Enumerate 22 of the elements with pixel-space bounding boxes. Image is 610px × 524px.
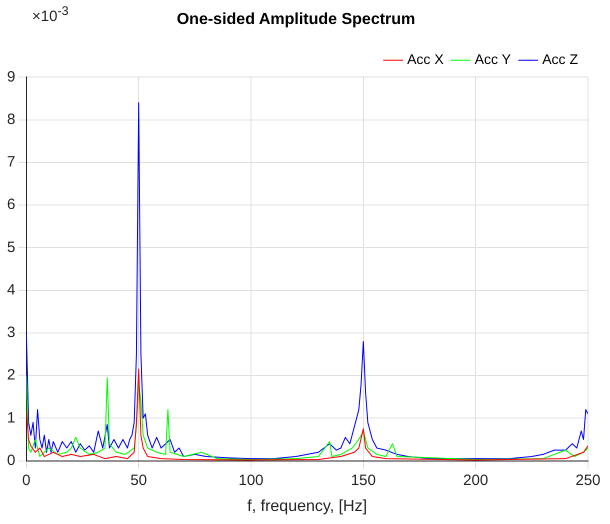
y-tick-label: 2 [7, 366, 16, 384]
y-tick-label: 9 [7, 68, 16, 86]
x-tick-label: 0 [22, 472, 31, 489]
legend-label: Acc Y [474, 51, 512, 68]
x-tick-label: 150 [350, 472, 376, 489]
y-tick-label: 0 [7, 452, 16, 469]
x-tick-label: 50 [130, 472, 148, 489]
x-tick-label: 250 [575, 472, 601, 489]
y-tick-label: 5 [7, 238, 16, 256]
x-tick-label: 100 [238, 472, 264, 489]
legend-label: Acc Z [542, 51, 578, 68]
x-tick-label: 200 [463, 472, 488, 489]
y-tick-label: 7 [7, 154, 16, 171]
y-tick-label: 8 [7, 110, 16, 128]
y-tick-label: 4 [7, 281, 16, 298]
y-tick-label: 3 [7, 324, 16, 342]
legend-label: Acc X [407, 51, 444, 68]
y-tick-label: 6 [7, 196, 16, 214]
y-tick-label: 1 [7, 409, 16, 426]
text: ×10$^{-3}$ [32, 4, 69, 25]
x-axis-title: f, frequency, [Hz] [247, 498, 368, 515]
chart-title: One-sided Amplitude Spectrum [176, 11, 416, 28]
